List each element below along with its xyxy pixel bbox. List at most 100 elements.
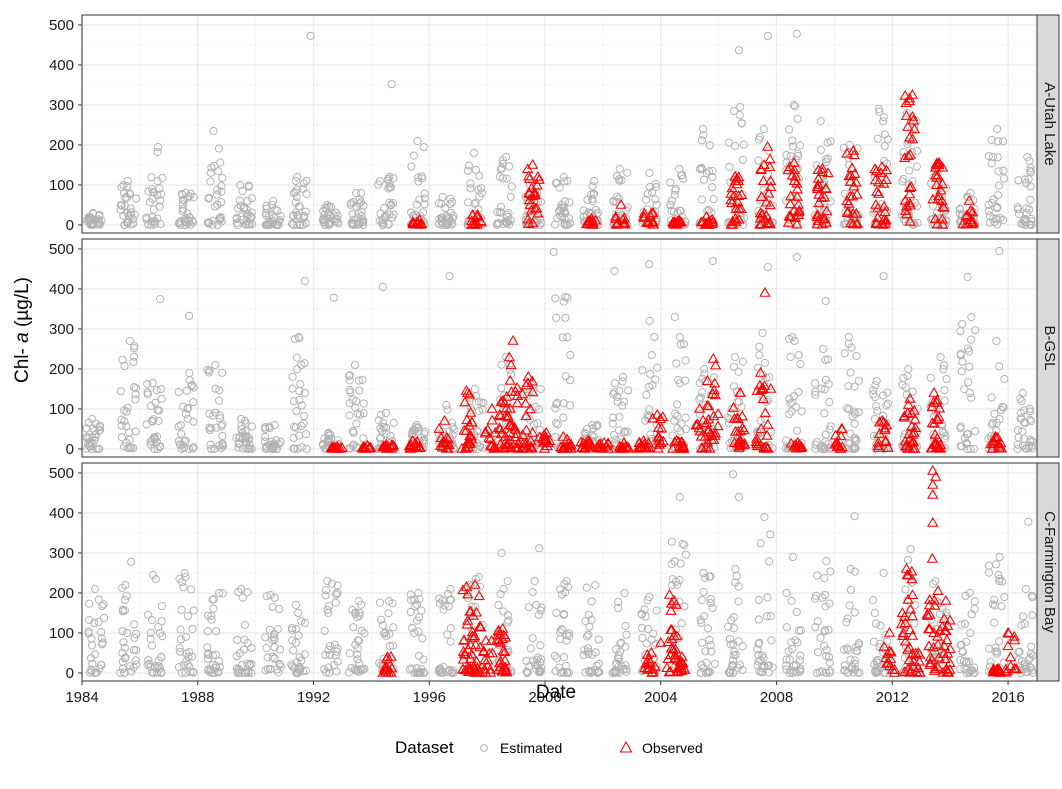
estimated-point (821, 375, 831, 384)
estimated-point (438, 192, 447, 202)
observed-point (464, 438, 476, 449)
estimated-point (412, 420, 421, 430)
estimated-point (241, 427, 250, 436)
estimated-point (477, 184, 486, 193)
estimated-point (98, 638, 107, 647)
estimated-point (793, 638, 802, 647)
observed-point (788, 156, 800, 167)
observed-point (671, 630, 683, 641)
estimated-point (623, 427, 632, 436)
observed-point (387, 439, 399, 449)
estimated-point (698, 388, 707, 397)
estimated-point (845, 140, 854, 150)
estimated-point (869, 386, 878, 395)
estimated-point (652, 200, 661, 209)
estimated-point (528, 656, 538, 665)
estimated-point (759, 662, 769, 671)
estimated-point (642, 390, 651, 399)
estimated-point (447, 197, 457, 207)
estimated-point (237, 584, 246, 594)
estimated-point (270, 593, 279, 602)
estimated-point (904, 364, 913, 374)
observed-point (912, 662, 925, 673)
observed-point (655, 636, 667, 647)
estimated-point (851, 444, 860, 453)
estimated-point (129, 219, 138, 228)
estimated-point (754, 650, 763, 660)
estimated-point (91, 433, 100, 442)
estimated-point (788, 136, 797, 145)
estimated-point (117, 433, 127, 442)
estimated-point (321, 650, 330, 660)
estimated-point (872, 402, 881, 411)
estimated-point (405, 665, 415, 674)
estimated-point (442, 220, 452, 229)
estimated-point (990, 601, 1000, 610)
observed-point (967, 216, 979, 227)
estimated-point (528, 634, 537, 643)
estimated-point (185, 648, 194, 657)
observed-point (709, 389, 722, 400)
estimated-point (181, 188, 190, 198)
estimated-point (294, 608, 303, 618)
estimated-point (522, 667, 531, 676)
estimated-point (211, 627, 221, 636)
estimated-point (143, 660, 152, 669)
estimated-point (698, 124, 707, 134)
estimated-point (182, 386, 191, 395)
estimated-point (406, 607, 415, 617)
estimated-point (324, 428, 333, 438)
estimated-point (155, 442, 164, 452)
observed-point (924, 651, 937, 662)
observed-point (501, 390, 513, 401)
estimated-point (438, 218, 448, 227)
observed-point (937, 201, 949, 211)
estimated-point (672, 359, 681, 368)
estimated-point (987, 393, 996, 402)
observed-point (517, 438, 529, 449)
observed-point (899, 89, 911, 100)
estimated-point (241, 419, 250, 428)
observed-point (433, 423, 445, 433)
estimated-point (359, 399, 368, 408)
estimated-point (534, 405, 544, 414)
estimated-point (376, 615, 386, 624)
estimated-point (383, 174, 393, 184)
estimated-point (673, 424, 682, 433)
estimated-point (820, 574, 829, 583)
estimated-point (447, 667, 457, 677)
estimated-point (359, 409, 368, 418)
estimated-point (497, 548, 506, 558)
estimated-point (446, 584, 455, 594)
estimated-point (734, 597, 743, 606)
estimated-point (990, 217, 999, 227)
observed-point (883, 626, 896, 637)
estimated-point (87, 219, 97, 228)
estimated-point (261, 220, 270, 230)
observed-point (906, 629, 919, 640)
estimated-point (94, 617, 103, 627)
estimated-point (324, 663, 333, 672)
estimated-point (794, 387, 803, 397)
estimated-point (591, 580, 600, 590)
legend-observed-label: Observed (642, 740, 703, 756)
observed-point (457, 645, 470, 656)
estimated-point (493, 208, 502, 217)
estimated-point (88, 414, 97, 424)
observed-point (785, 210, 797, 221)
estimated-point (579, 650, 588, 660)
observed-point (460, 384, 473, 395)
estimated-point (697, 668, 706, 678)
estimated-point (410, 628, 419, 637)
observed-point (486, 414, 498, 425)
observed-point (486, 647, 498, 658)
observed-point (792, 206, 805, 217)
estimated-point (680, 541, 689, 550)
estimated-point (345, 371, 354, 380)
estimated-point (786, 399, 795, 408)
estimated-point (738, 155, 747, 164)
observed-point (731, 178, 743, 189)
y-tick-label: 300 (49, 545, 74, 562)
facet-strip-label: A-Utah Lake (1041, 82, 1058, 165)
